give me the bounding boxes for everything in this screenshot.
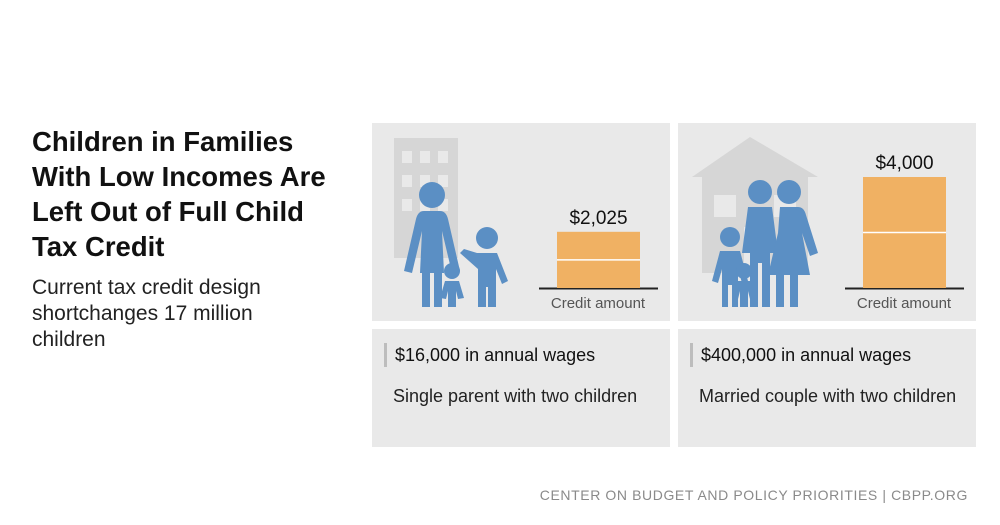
credit-amount-label: Credit amount bbox=[551, 295, 646, 312]
page-title: Children in Families With Low Incomes Ar… bbox=[32, 126, 326, 262]
bar-group-single-parent bbox=[557, 231, 640, 288]
chart-married-couple: $4,000 Credit amount bbox=[692, 137, 964, 312]
bar-value-label: $2,025 bbox=[569, 208, 627, 229]
household-label: Married couple with two children bbox=[699, 386, 957, 406]
footer-credit: CENTER ON BUDGET AND POLICY PRIORITIES |… bbox=[539, 487, 968, 503]
chart-panel-married-couple: $4,000 Credit amount bbox=[678, 123, 976, 321]
single-parent-family-icon bbox=[404, 182, 508, 307]
bar-value-label: $4,000 bbox=[875, 153, 933, 174]
credit-amount-label: Credit amount bbox=[857, 295, 952, 312]
bar-group-married-couple bbox=[863, 177, 946, 288]
chart-single-parent: $2,025 Credit amount bbox=[394, 138, 658, 312]
annual-wages-label: $16,000 in annual wages bbox=[384, 343, 595, 367]
page-subtitle: Current tax credit design shortchanges 1… bbox=[32, 276, 261, 351]
couple-family-icon bbox=[712, 180, 818, 307]
chart-panel-single-parent: $2,025 Credit amount bbox=[372, 123, 670, 321]
info-panel-single-parent: $16,000 in annual wages Single parent wi… bbox=[372, 329, 670, 447]
info-panel-married-couple: $400,000 in annual wages Married couple … bbox=[678, 329, 976, 447]
household-label: Single parent with two children bbox=[393, 386, 638, 406]
annual-wages-label: $400,000 in annual wages bbox=[690, 343, 911, 367]
